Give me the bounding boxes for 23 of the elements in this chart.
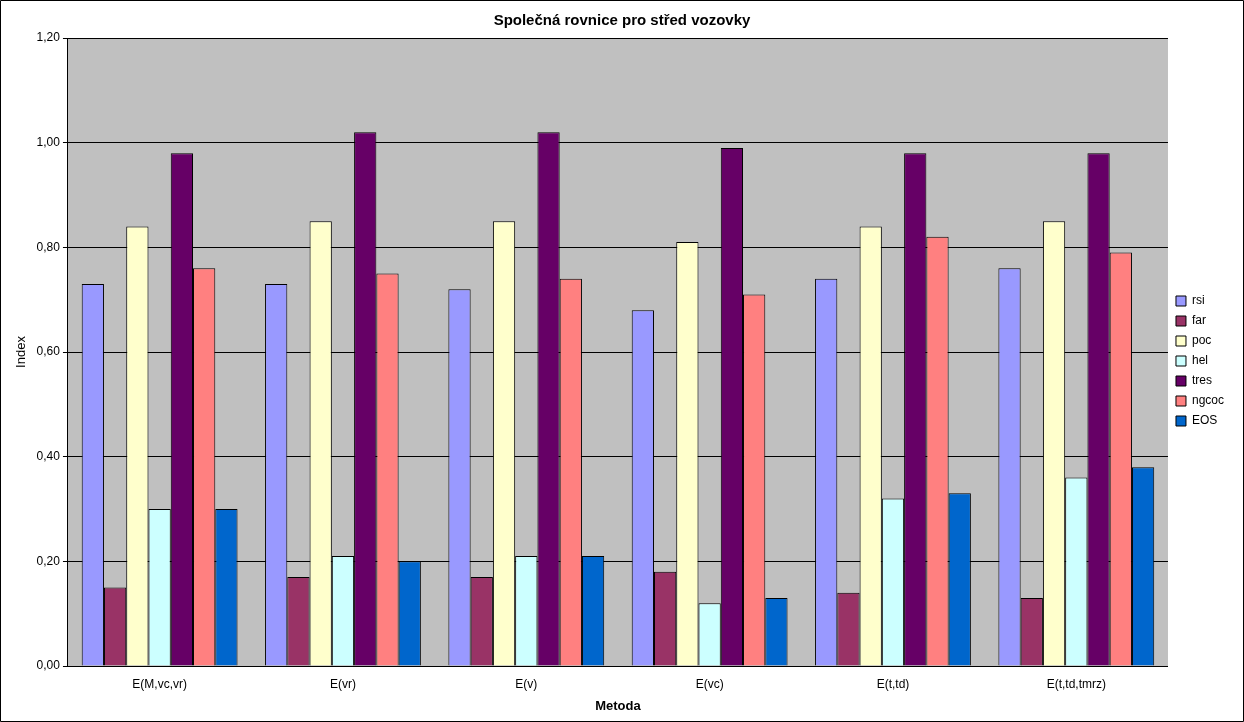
legend-label: rsi [1191,293,1205,308]
x-tick-label: E(v) [515,676,538,691]
y-tick-label: 0,40 [36,448,61,463]
legend-label: ngcoc [1191,393,1225,408]
y-axis-title: Index [13,335,29,368]
y-tick-label: 0,00 [36,658,61,673]
y-tick-label: 0,20 [36,553,61,568]
y-tick-label: 0,80 [36,239,61,254]
x-tick-label: E(M,vc,vr) [132,676,187,691]
legend-label: hel [1191,353,1208,368]
x-tick-label: E(t,td) [876,676,910,691]
legend-label: EOS [1191,413,1218,428]
legend-label: far [1191,313,1206,328]
chart-title: Společná rovnice pro střed vozovky [493,11,752,29]
x-tick-label: E(vr) [329,676,356,691]
y-tick-label: 1,20 [36,30,61,45]
x-tick-label: E(t,td,tmrz) [1046,676,1106,691]
x-axis-title: Metoda [595,697,642,713]
x-tick-label: E(vc) [695,676,724,691]
y-tick-label: 0,60 [36,344,61,359]
legend-label: poc [1191,333,1212,348]
y-tick-label: 1,00 [36,134,61,149]
legend-label: tres [1191,373,1212,388]
